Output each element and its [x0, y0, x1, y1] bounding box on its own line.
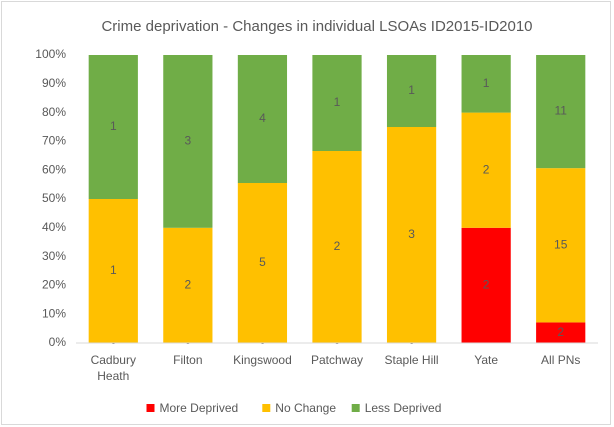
data-label: 2	[185, 278, 192, 292]
bar-segment	[88, 199, 138, 343]
data-label: 2	[483, 278, 490, 292]
y-tick-label: 80%	[42, 105, 66, 119]
data-label: 1	[408, 83, 415, 97]
y-tick-label: 60%	[42, 162, 66, 176]
x-tick-label: Kingswood	[233, 353, 292, 367]
bar-segment	[88, 55, 138, 199]
bar-segment	[237, 183, 288, 343]
y-tick-label: 50%	[42, 191, 66, 205]
bar-segment	[163, 227, 213, 343]
data-label: 2	[557, 325, 564, 339]
x-tick-label: Cadbury Heath	[91, 353, 136, 383]
bar-segment	[536, 168, 586, 323]
bar-segment	[312, 55, 362, 151]
chart-title: Crime deprivation - Changes in individua…	[101, 18, 532, 35]
x-tick-label: All PNs	[541, 353, 580, 367]
x-tick-label: Filton	[173, 353, 202, 367]
data-label: 4	[259, 111, 266, 125]
bar-segment	[163, 55, 213, 228]
legend-label: More Deprived	[160, 401, 239, 415]
y-tick-label: 90%	[42, 76, 66, 90]
x-tick-label: Staple Hill	[385, 353, 439, 367]
data-label: 1	[110, 263, 117, 277]
bar-segment	[386, 127, 437, 343]
legend-label: No Change	[275, 401, 336, 415]
bar-segment	[536, 55, 586, 169]
data-label: 3	[408, 227, 415, 241]
data-label: 11	[554, 104, 567, 118]
y-tick-label: 0%	[49, 335, 67, 349]
y-tick-label: 100%	[35, 47, 66, 61]
y-tick-label: 70%	[42, 134, 66, 148]
data-label: 3	[185, 134, 192, 148]
data-label: 2	[334, 239, 341, 253]
y-tick-label: 10%	[42, 306, 66, 320]
bar-segment	[461, 227, 511, 343]
legend-label: Less Deprived	[365, 401, 442, 415]
data-label: 1	[334, 95, 341, 109]
x-tick-label: Yate	[474, 353, 498, 367]
data-label: 1	[110, 119, 117, 133]
bar-segment	[237, 55, 288, 183]
legend-swatch	[146, 404, 155, 412]
data-label: 15	[554, 237, 568, 251]
y-tick-label: 40%	[42, 220, 66, 234]
data-label: 1	[483, 76, 490, 90]
legend-swatch	[262, 404, 271, 412]
bar-segment	[461, 112, 511, 228]
bar-segment	[536, 322, 586, 343]
y-tick-label: 30%	[42, 249, 66, 263]
y-tick-label: 20%	[42, 278, 66, 292]
x-tick-label: Patchway	[311, 353, 363, 367]
data-label: 2	[483, 162, 490, 176]
bar-segment	[312, 151, 362, 343]
bar-segment	[461, 55, 511, 113]
bar-segment	[386, 55, 437, 127]
legend-swatch	[351, 404, 360, 412]
data-label: 5	[259, 255, 266, 269]
